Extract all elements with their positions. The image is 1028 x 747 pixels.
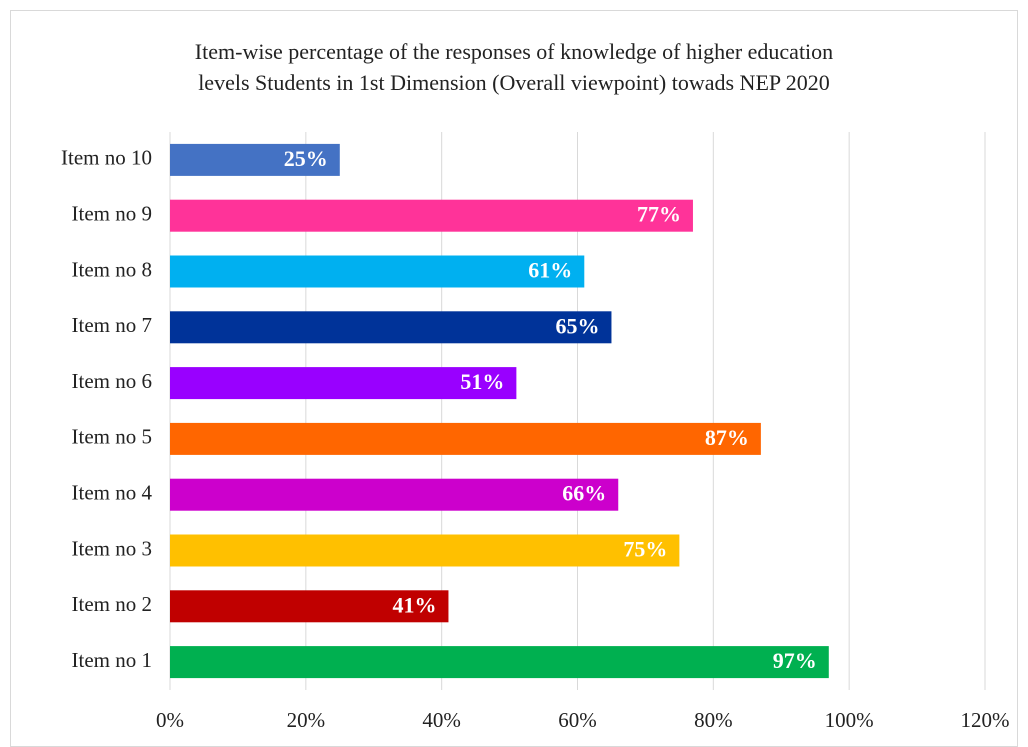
x-tick-label: 100%: [825, 708, 874, 732]
y-tick-label: Item no 8: [72, 257, 152, 281]
y-tick-label: Item no 2: [72, 592, 152, 616]
bar: [170, 255, 585, 288]
y-tick-label: Item no 6: [72, 369, 152, 393]
bar: [170, 422, 761, 455]
bar: [170, 143, 340, 176]
data-label: 75%: [623, 537, 667, 562]
y-tick-label: Item no 9: [72, 202, 152, 226]
y-tick-label: Item no 5: [72, 425, 152, 449]
y-tick-label: Item no 4: [72, 481, 153, 505]
data-label: 61%: [528, 258, 572, 283]
y-tick-label: Item no 10: [61, 146, 152, 170]
data-label: 41%: [392, 592, 436, 617]
x-tick-label: 120%: [961, 708, 1010, 732]
x-tick-label: 20%: [287, 708, 326, 732]
x-tick-label: 60%: [558, 708, 597, 732]
data-label: 51%: [460, 369, 504, 394]
chart-title: Item-wise percentage of the responses of…: [194, 39, 834, 95]
y-tick-label: Item no 1: [72, 648, 152, 672]
bar: [170, 534, 680, 567]
x-tick-label: 40%: [422, 708, 461, 732]
data-label: 87%: [705, 425, 749, 450]
data-label: 25%: [284, 146, 328, 171]
data-label: 97%: [773, 648, 817, 673]
data-label: 65%: [555, 313, 599, 338]
bar: [170, 590, 449, 623]
bar: [170, 367, 517, 400]
bar: [170, 646, 829, 679]
bar: [170, 199, 693, 232]
bar: [170, 478, 619, 511]
x-tick-label: 0%: [156, 708, 184, 732]
x-tick-label: 80%: [694, 708, 733, 732]
y-tick-label: Item no 7: [72, 313, 152, 337]
data-label: 77%: [637, 202, 681, 227]
bar: [170, 311, 612, 344]
y-tick-label: Item no 3: [72, 536, 152, 560]
data-label: 66%: [562, 481, 606, 506]
